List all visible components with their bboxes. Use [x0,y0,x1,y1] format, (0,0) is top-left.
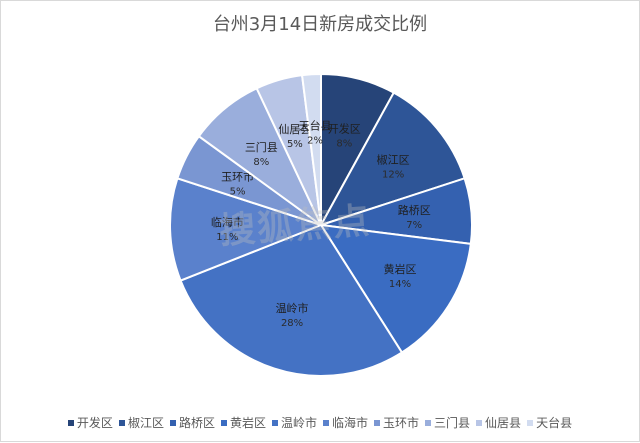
legend-label: 椒江区 [127,416,164,430]
legend-swatch [271,419,278,426]
legend-label: 天台县 [536,416,573,430]
slice-label-8: 三门县 8% [245,140,278,168]
legend-label: 开发区 [76,416,113,430]
legend-label: 仙居县 [485,416,522,430]
slice-percent-8: 8% [253,157,269,168]
watermark: 搜狐焦点 [217,200,373,253]
slice-percent-5: 28% [281,318,303,329]
slice-name-10: 天台县 [299,119,332,133]
slice-percent-6: 11% [216,232,238,243]
pie-slice-10 [300,72,322,226]
slice-name-6: 临海市 [211,215,244,229]
legend-item-6: 临海市 [323,414,368,431]
legend-swatch [476,419,483,426]
slice-percent-7: 5% [230,186,246,197]
slice-label-6: 临海市 11% [211,215,244,243]
slice-percent-2: 12% [382,169,404,180]
legend-item-9: 仙居县 [476,414,521,431]
legend: 开发区 椒江区 路桥区 黄岩区 温岭市 临海市 玉环市 三门县 仙居县 天台县 [1,414,639,431]
legend-label: 玉环市 [383,416,420,430]
legend-item-4: 黄岩区 [220,414,266,431]
pie-slice-6 [169,177,324,282]
slice-label-3: 路桥区 7% [398,204,431,231]
slice-label-5: 温岭市 28% [276,301,309,329]
slice-label-2: 椒江区 12% [377,152,410,180]
legend-item-10: 天台县 [527,414,572,431]
legend-swatch [527,419,534,426]
slice-name-3: 路桥区 [398,204,431,217]
legend-item-8: 三门县 [425,414,470,431]
legend-label: 路桥区 [178,416,215,430]
slice-name-8: 三门县 [245,140,278,154]
legend-label: 三门县 [434,416,471,430]
slice-percent-4: 14% [389,279,411,290]
legend-item-3: 路桥区 [169,414,215,431]
pie-slice-2 [318,91,466,227]
legend-label: 温岭市 [280,416,317,430]
slice-percent-9: 5% [287,139,303,150]
slice-name-7: 玉环市 [221,169,254,183]
legend-swatch [220,419,227,426]
pie-slice-4 [319,223,472,354]
slice-percent-1: 8% [336,138,352,149]
slice-label-1: 开发区 8% [328,121,361,149]
chart-title: 台州3月14日新房成交比例 [212,14,428,35]
slice-label-7: 玉环市 5% [221,169,254,197]
legend-swatch [67,419,74,426]
legend-swatch [169,419,176,426]
legend-item-1: 开发区 [67,414,113,431]
slice-label-9: 仙居县 5% [278,123,311,150]
legend-swatch [425,419,432,426]
slice-name-9: 仙居县 [278,123,311,136]
legend-item-2: 椒江区 [118,414,164,431]
pie-slice-5 [179,223,404,377]
slice-name-1: 开发区 [328,121,361,135]
legend-label: 黄岩区 [229,416,266,430]
slice-name-2: 椒江区 [377,152,410,166]
legend-label: 临海市 [332,416,369,430]
legend-item-5: 温岭市 [271,414,317,431]
slice-percent-3: 7% [406,220,422,231]
slice-name-4: 黄岩区 [384,262,417,276]
legend-swatch [323,419,329,426]
legend-swatch [374,419,381,426]
slice-label-10: 天台县 2% [299,119,332,147]
slice-name-5: 温岭市 [276,301,309,315]
legend-item-7: 玉环市 [374,414,419,431]
slice-percent-10: 2% [307,136,323,147]
legend-swatch [118,419,125,426]
slice-label-4: 黄岩区 14% [384,262,417,290]
